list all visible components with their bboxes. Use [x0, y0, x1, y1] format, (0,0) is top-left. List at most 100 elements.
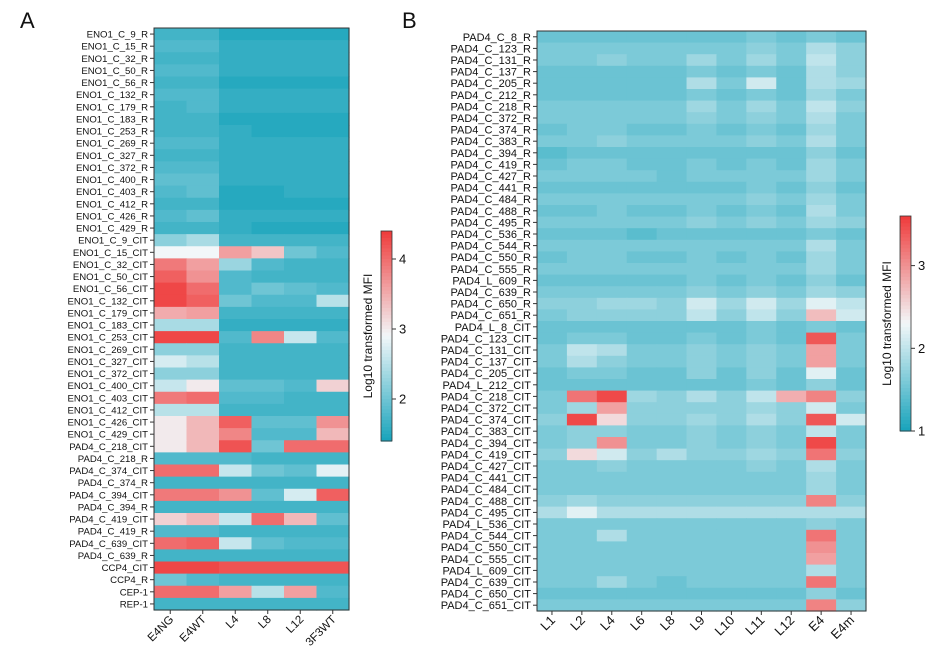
heatmap-cell	[186, 40, 220, 53]
heatmap-cell	[596, 483, 628, 496]
heatmap-cell	[626, 263, 658, 276]
heatmap-cell	[537, 181, 568, 194]
heatmap-cell	[776, 286, 807, 299]
colorbar-segment	[900, 223, 911, 228]
heatmap-cell	[316, 391, 350, 405]
heatmap-cell	[219, 403, 253, 417]
heatmap-cell	[596, 437, 628, 450]
heatmap-cell	[656, 228, 688, 241]
heatmap-cell	[626, 471, 658, 484]
heatmap-cell	[776, 251, 807, 264]
colorbar-segment	[381, 378, 392, 383]
heatmap-cell	[186, 573, 220, 587]
heatmap-cell	[219, 270, 253, 284]
heatmap-cell	[284, 573, 318, 587]
heatmap-cell	[686, 216, 718, 229]
heatmap-cell	[806, 31, 837, 44]
heatmap-cell	[596, 286, 628, 299]
heatmap-cell	[716, 518, 747, 531]
heatmap-cell	[626, 205, 658, 218]
heatmap-cell	[316, 403, 350, 417]
heatmap-cell	[537, 344, 568, 357]
heatmap-cell	[537, 193, 568, 206]
heatmap-cell	[716, 506, 747, 519]
colorbar-segment	[900, 241, 911, 246]
heatmap-cell	[656, 460, 688, 473]
heatmap-cell	[746, 54, 777, 67]
column-label: E4m	[828, 613, 858, 643]
heatmap-cell	[566, 31, 598, 44]
heatmap-cell	[776, 587, 807, 600]
heatmap-cell	[566, 529, 598, 542]
heatmap-cell	[537, 286, 568, 299]
colorbar-segment	[381, 273, 392, 278]
heatmap-cell	[746, 193, 777, 206]
colorbar-tick-label: 2	[399, 392, 406, 407]
heatmap-cell	[316, 597, 350, 611]
row-label: PAD4_C_131_CIT	[441, 345, 532, 357]
heatmap-cell	[596, 599, 628, 612]
heatmap-cell	[186, 561, 220, 575]
heatmap-cell	[186, 185, 220, 199]
heatmap-cell	[154, 537, 188, 550]
heatmap-cell	[154, 355, 188, 369]
heatmap-cell	[566, 309, 598, 322]
heatmap-cell	[686, 170, 718, 183]
heatmap-cell	[186, 137, 220, 150]
row-label: PAD4_C_550_R	[450, 252, 531, 264]
row-label: PAD4_C_205_R	[450, 78, 531, 90]
colorbar-segment	[900, 384, 911, 389]
row-label: PAD4_C_218_CIT	[69, 442, 148, 453]
heatmap-cell	[219, 234, 253, 247]
heatmap-cell	[626, 437, 658, 450]
row-label: PAD4_C_427_CIT	[441, 461, 532, 473]
colorbar-segment	[900, 330, 911, 335]
row-label: PAD4_C_374_CIT	[441, 415, 532, 427]
row-label: ENO1_C_429_CIT	[67, 430, 148, 441]
colorbar-segment	[381, 332, 392, 337]
heatmap-cell	[626, 286, 658, 299]
heatmap-cell	[251, 197, 285, 211]
heatmap-cell	[836, 332, 867, 345]
heatmap-cell	[537, 553, 568, 566]
heatmap-cell	[746, 576, 777, 589]
heatmap-cell	[284, 64, 318, 78]
heatmap-cell	[186, 379, 220, 393]
row-label: ENO1_C_183_CIT	[67, 321, 148, 332]
heatmap-cell	[836, 170, 867, 183]
heatmap-cell	[284, 331, 318, 344]
heatmap-cell	[316, 452, 350, 466]
row-label: PAD4_C_441_R	[450, 183, 531, 195]
heatmap-cell	[686, 65, 718, 78]
row-label: ENO1_C_253_CIT	[67, 333, 148, 344]
heatmap-cell	[566, 587, 598, 600]
heatmap-cell	[746, 437, 777, 450]
row-label: ENO1_C_132_CIT	[67, 296, 148, 307]
heatmap-cell	[251, 597, 285, 611]
colorbar-segment	[381, 280, 392, 285]
colorbar-segment	[900, 391, 911, 396]
heatmap-cell	[716, 239, 747, 252]
heatmap-cell	[251, 161, 285, 175]
heatmap-cell	[186, 100, 220, 114]
heatmap-cell	[656, 193, 688, 206]
row-label: PAD4_C_488_R	[450, 206, 531, 218]
heatmap-cell	[746, 112, 777, 125]
column-label: L1	[537, 613, 558, 634]
colorbar-segment	[900, 298, 911, 303]
heatmap-cell	[626, 89, 658, 102]
heatmap-cell	[776, 402, 807, 415]
heatmap-cell	[836, 599, 867, 612]
row-label: PAD4_C_131_R	[450, 55, 531, 67]
heatmap-cell	[806, 100, 837, 113]
heatmap-cell	[776, 263, 807, 276]
heatmap-cell	[746, 587, 777, 600]
heatmap-cell	[836, 483, 867, 496]
row-label: PAD4_C_495_CIT	[441, 507, 532, 519]
heatmap-cell	[537, 367, 568, 380]
colorbar-segment	[381, 308, 392, 313]
heatmap-cell	[186, 234, 220, 247]
heatmap-cell	[566, 518, 598, 531]
heatmap-cell	[251, 379, 285, 393]
colorbar-segment	[381, 371, 392, 376]
